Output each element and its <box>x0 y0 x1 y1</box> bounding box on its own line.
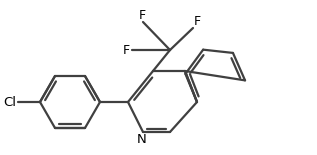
Text: Cl: Cl <box>3 95 16 108</box>
Text: N: N <box>137 133 147 146</box>
Text: F: F <box>123 44 130 58</box>
Text: F: F <box>139 9 146 22</box>
Text: F: F <box>194 15 201 28</box>
